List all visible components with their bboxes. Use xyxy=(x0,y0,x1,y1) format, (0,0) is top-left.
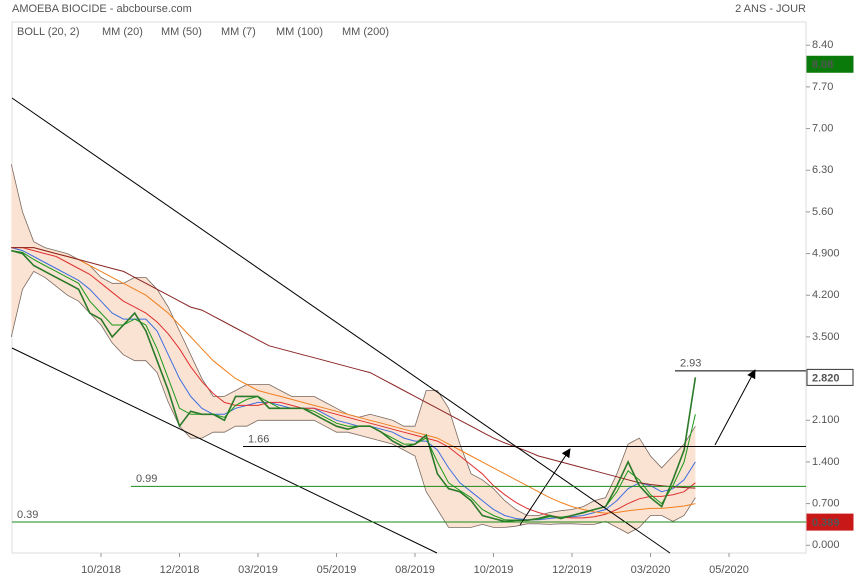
y-tick-label: 6.30 xyxy=(812,164,833,176)
x-tick-label: 08/2019 xyxy=(395,564,435,576)
ma-line xyxy=(11,247,696,519)
y-tick-label: 7.00 xyxy=(812,122,833,134)
arrow xyxy=(714,369,756,446)
arrow xyxy=(519,448,571,526)
y-tick-label: 4.900 xyxy=(812,247,840,259)
y-tick-label: 2.100 xyxy=(812,414,840,426)
legend-item: MM (7) xyxy=(221,26,256,38)
ma-line xyxy=(11,247,696,489)
y-tick-label: 3.500 xyxy=(812,331,840,343)
level-label: 1.66 xyxy=(248,433,269,445)
legend-item: BOLL (20, 2) xyxy=(17,26,80,38)
plot xyxy=(10,164,697,534)
x-tick-label: 05/2020 xyxy=(709,564,749,576)
x-tick-label: 10/2018 xyxy=(81,564,121,576)
x-tick-label: 12/2018 xyxy=(160,564,200,576)
ma-line xyxy=(11,247,696,521)
price-badge-label: 0.389 xyxy=(812,517,840,529)
y-tick-label: 7.70 xyxy=(812,81,833,93)
y-tick-label: 5.60 xyxy=(812,206,833,218)
y-tick-label: 0.000 xyxy=(812,539,840,551)
price-badge-label: 2.820 xyxy=(812,372,840,384)
y-tick-label: 1.400 xyxy=(812,456,840,468)
level-label: 2.93 xyxy=(680,358,701,370)
x-tick-label: 03/2019 xyxy=(238,564,278,576)
y-tick-label: 0.700 xyxy=(812,497,840,509)
price-badge xyxy=(806,368,854,386)
price-badge-label: 8.08 xyxy=(812,59,833,71)
legend-item: MM (50) xyxy=(161,26,202,38)
chart-subtitle: 2 ANS - JOUR xyxy=(735,3,806,15)
trend-line xyxy=(11,97,671,554)
x-tick-label: 05/2019 xyxy=(317,564,357,576)
y-tick-label: 4.200 xyxy=(812,289,840,301)
ma-line xyxy=(11,247,696,514)
x-tick-label: 10/2019 xyxy=(474,564,514,576)
trend-line xyxy=(11,347,438,554)
legend-item: MM (200) xyxy=(342,26,389,38)
y-tick-label: 8.40 xyxy=(812,39,833,51)
x-tick-label: 12/2019 xyxy=(552,564,592,576)
legend-item: MM (100) xyxy=(276,26,323,38)
bollinger-fill xyxy=(11,164,696,534)
price-badge xyxy=(806,513,854,531)
legend-item: MM (20) xyxy=(102,26,143,38)
chart-title: AMOEBA BIOCIDE - abcbourse.com xyxy=(12,3,192,15)
level-label: 0.99 xyxy=(136,473,157,485)
level-label: 0.39 xyxy=(17,509,38,521)
bollinger-lower xyxy=(10,270,696,534)
x-tick-label: 03/2020 xyxy=(631,564,671,576)
price-badge xyxy=(806,55,854,73)
price-line xyxy=(11,249,697,523)
